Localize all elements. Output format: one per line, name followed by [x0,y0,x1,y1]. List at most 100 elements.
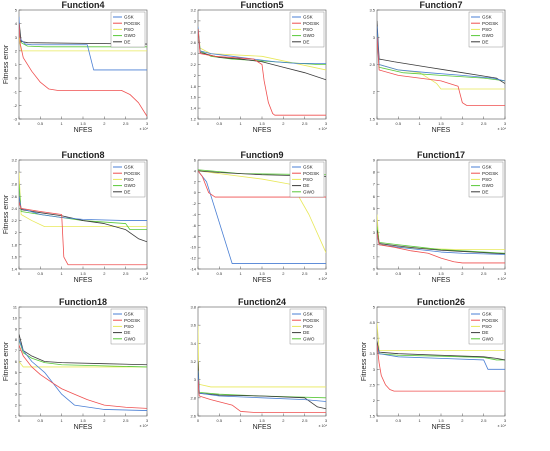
legend-label-gsk: GSK [124,15,135,20]
x-tick-label: 1.5 [259,271,265,276]
y-tick-label: 0 [373,267,376,272]
x-tick-label: 1 [61,418,64,423]
legend-label-pogsk: POGSK [124,171,141,176]
y-tick-label: 3 [373,367,376,372]
y-tick-label: 3.2 [11,158,17,163]
y-tick-label: 3.2 [190,8,196,13]
y-tick-label: -6 [192,223,196,228]
x-tick-label: 0.5 [38,418,44,423]
x-tick-label: 1.5 [259,418,265,423]
x-tick-label: 3 [504,418,507,423]
y-tick-label: 7 [15,348,18,353]
legend-label-de: DE [303,39,309,44]
y-tick-label: 3.8 [190,305,196,310]
series-line-gsk [377,344,505,370]
legend-label-gsk: GSK [303,312,314,317]
legend-label-de: DE [124,39,130,44]
y-tick-label: 1.6 [11,254,17,259]
legend-label-pogsk: POGSK [482,171,499,176]
legend-label-gsk: GSK [124,165,135,170]
y-tick-label: 3 [194,18,197,23]
y-tick-label: 0 [15,76,18,81]
series-line-pogsk [377,344,505,392]
chart-panel-function17: Function17 0 0.5 1 1.5 2 2.5 3 0 1 2 3 4 5 6 7 8 9 x 10⁴ NF… [373,150,507,284]
y-tick-label: 6 [15,359,18,364]
legend-box [110,308,146,345]
legend-label-gsk: GSK [303,165,314,170]
legend-label-gsk: GSK [482,15,493,20]
legend-label-pso: PSO [303,324,313,329]
series-line-pogsk [377,37,505,106]
y-tick-label: 3 [15,35,18,40]
y-tick-label: -8 [192,234,196,239]
series-line-pogsk [198,29,326,116]
legend-label-de: DE [303,330,309,335]
y-tick-label: 2.6 [11,194,17,199]
legend-label-pso: PSO [482,177,492,182]
y-tick-label: 3 [15,392,18,397]
x-tick-label: 0.5 [396,121,402,126]
x-exponent-label: x 10⁴ [140,424,149,428]
x-tick-label: 0 [197,418,200,423]
x-tick-label: 1 [240,271,243,276]
x-tick-label: 3 [146,418,149,423]
y-tick-label: 8 [373,170,376,175]
x-tick-label: 0.5 [217,418,223,423]
series-line-pso [198,170,326,253]
x-tick-label: 2 [282,121,285,126]
x-axis-label: NFES [253,127,272,134]
x-exponent-label: x 10⁴ [319,127,328,131]
legend-label-pogsk: POGSK [482,318,499,323]
x-tick-label: 1.5 [80,271,86,276]
chart-title: Function5 [241,0,284,10]
chart-panel-function18: Function18 0 0.5 1 1.5 2 2.5 3 1 2 3 4 5 6 7 8 9 10 11 x 10… [3,297,149,431]
chart-title: Function7 [420,0,463,10]
x-tick-label: 1 [61,121,64,126]
series-line-pogsk [19,345,147,409]
legend-label-pso: PSO [482,324,492,329]
x-tick-label: 1.5 [438,121,444,126]
legend-label-gwo: GWO [124,33,136,38]
y-tick-label: 1.2 [190,117,196,122]
legend-label-pogsk: POGSK [482,21,499,26]
x-tick-label: 0 [18,121,21,126]
series-line-pogsk [377,232,505,264]
x-tick-label: 2.5 [123,418,129,423]
y-tick-label: 6 [194,158,197,163]
legend-label-gsk: GSK [303,15,314,20]
x-tick-label: 1 [240,418,243,423]
x-exponent-label: x 10⁴ [498,277,507,281]
series-line-gwo [19,184,147,231]
series-line-pso [198,325,326,388]
chart-panel-function8: Function8 0 0.5 1 1.5 2 2.5 3 1.4 1.6 1.8 2 2.2 2.4 2.… [3,150,149,284]
y-tick-label: 2 [373,242,376,247]
chart-panel-function24: Function24 0 0.5 1 1.5 2 2.5 3 2.6 2.8 3 3.2 3.4 3.6 3… [190,297,327,431]
y-tick-label: 2.5 [369,62,375,67]
y-tick-label: 4 [15,21,18,26]
x-tick-label: 3 [146,271,149,276]
series-line-pogsk [198,170,326,198]
x-tick-label: 0.5 [38,271,44,276]
legend-label-de: DE [124,330,130,335]
x-tick-label: 3 [146,121,149,126]
x-tick-label: 0 [18,271,21,276]
x-tick-label: 2.5 [481,121,487,126]
y-tick-label: 3.4 [190,341,196,346]
y-tick-label: 5 [15,8,18,13]
x-tick-label: 2 [282,271,285,276]
legend-label-de: DE [303,183,309,188]
legend-label-gsk: GSK [482,312,493,317]
x-exponent-label: x 10⁴ [498,127,507,131]
legend-label-gwo: GWO [124,336,136,341]
x-axis-label: NFES [74,424,93,431]
x-tick-label: 2.5 [302,271,308,276]
legend-label-pso: PSO [303,27,313,32]
x-tick-label: 0 [376,121,379,126]
chart-title: Function18 [59,297,107,307]
y-tick-label: 5 [373,305,376,310]
series-line-pogsk [198,379,326,413]
legend-label-gwo: GWO [303,189,315,194]
legend-label-gwo: GWO [303,336,315,341]
